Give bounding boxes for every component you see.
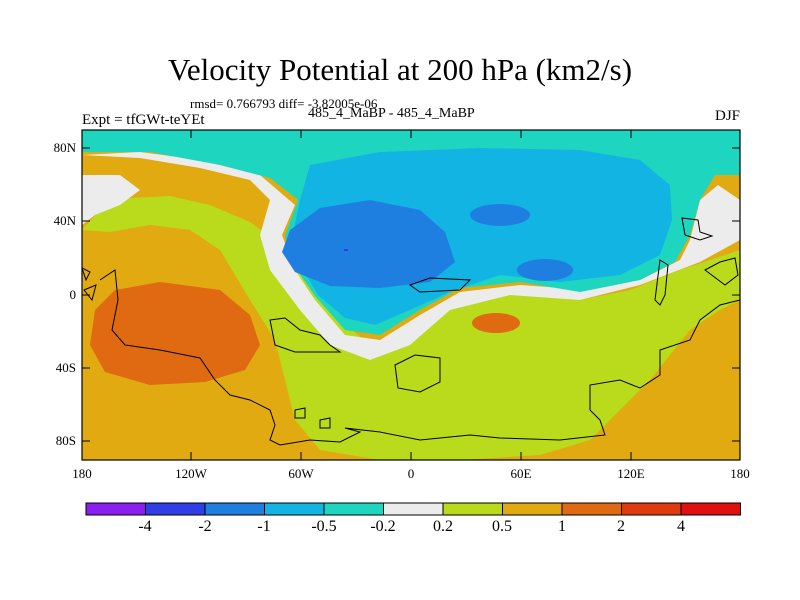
contour-fill: [82, 130, 740, 460]
lon-label: 180: [730, 466, 750, 481]
colorbar-box-8: [502, 502, 563, 516]
lat-label: 40S: [55, 360, 76, 375]
colorbar-label: 0.2: [433, 518, 453, 535]
colorbar: [85, 502, 741, 516]
colorbar-box-5: [323, 502, 384, 516]
lat-label: 0: [69, 287, 77, 302]
lat-label: 80S: [55, 433, 76, 448]
lon-label: 120E: [617, 466, 645, 481]
colorbar-label: -0.2: [370, 518, 396, 535]
colorbar-label: 1: [558, 518, 566, 535]
lat-label: 80N: [53, 140, 76, 155]
lon-label: 60E: [510, 466, 532, 481]
colorbar-label: -4: [138, 518, 152, 535]
colorbar-box-9: [561, 502, 622, 516]
colorbar-box-1: [85, 502, 146, 516]
colorbar-box-11: [680, 502, 741, 516]
axis-ticks: [82, 130, 740, 460]
lat-label: 40N: [53, 213, 76, 228]
plot-title: Velocity Potential at 200 hPa (km2/s): [167, 52, 633, 87]
colorbar-box-10: [621, 502, 682, 516]
lon-label: 0: [407, 466, 415, 481]
colorbar-label: -0.5: [311, 518, 337, 535]
colorbar-label: -1: [257, 518, 271, 535]
coastlines: [82, 217, 740, 446]
colorbar-box-7: [442, 502, 503, 516]
colorbar-label: 0.5: [492, 518, 512, 535]
colorbar-label: -2: [198, 518, 212, 535]
colorbar-box-6: [383, 502, 444, 516]
lon-label: 60W: [288, 466, 314, 481]
colorbar-box-2: [145, 502, 206, 516]
experiment-label: Expt = tfGWt-teYEt: [82, 112, 205, 128]
colorbar-label: 4: [677, 518, 685, 535]
lon-label: 120W: [175, 466, 207, 481]
case-label: 485_4_MaBP - 485_4_MaBP: [308, 106, 475, 121]
colorbar-box-4: [264, 502, 325, 516]
stats-text: rmsd= 0.766793 diff= -3.82005e-06: [190, 96, 378, 111]
season-label: DJF: [714, 108, 740, 124]
lon-label: 180: [72, 466, 92, 481]
colorbar-label: 2: [617, 518, 625, 535]
colorbar-box-3: [204, 502, 265, 516]
